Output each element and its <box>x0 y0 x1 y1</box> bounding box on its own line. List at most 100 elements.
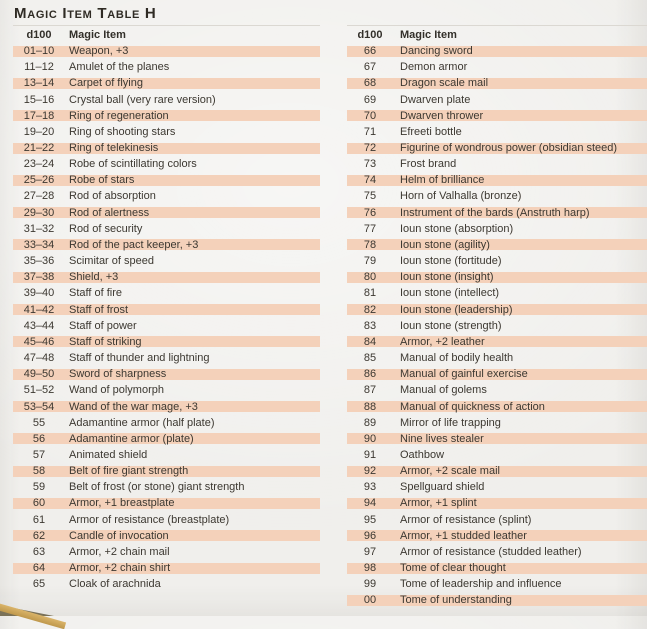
dice-range: 01–10 <box>23 45 55 58</box>
table-row: 97 Armor of resistance (studded leather) <box>347 544 647 560</box>
dice-range: 19–20 <box>23 125 55 138</box>
table-row: 49–50 Sword of sharpness <box>13 366 320 382</box>
table-row: 72 Figurine of wondrous power (obsidian s… <box>347 140 647 156</box>
item-name: Adamantine armor (plate) <box>69 432 194 445</box>
item-name: Animated shield <box>69 448 148 461</box>
table-row: 60 Armor, +1 breastplate <box>13 495 320 511</box>
item-name: Belt of fire giant strength <box>69 465 189 478</box>
table-row: 88 Manual of quickness of action <box>347 398 647 414</box>
table-row: 41–42 Staff of frost <box>13 302 320 318</box>
table-row: 86 Manual of gainful exercise <box>347 366 647 382</box>
dice-range: 31–32 <box>23 222 55 235</box>
dice-range: 27–28 <box>23 190 55 203</box>
item-name: Ioun stone (absorption) <box>400 222 514 235</box>
item-name: Rod of alertness <box>69 206 150 219</box>
roll-column-header: d100 <box>357 28 383 41</box>
dice-range: 37–38 <box>23 271 55 284</box>
dice-range: 70 <box>363 109 377 122</box>
item-name: Rod of the pact keeper, +3 <box>69 238 199 251</box>
dice-range: 23–24 <box>23 158 55 171</box>
dice-range: 11–12 <box>24 61 54 74</box>
table-row: 67 Demon armor <box>347 59 647 75</box>
header-rule <box>13 25 320 26</box>
item-column-header: Magic Item <box>69 28 126 41</box>
item-column-header: Magic Item <box>400 28 457 41</box>
item-name: Belt of frost (or stone) giant strength <box>69 481 245 494</box>
item-name: Sword of sharpness <box>69 368 167 381</box>
table-row: 62 Candle of invocation <box>13 528 320 544</box>
item-name: Staff of power <box>69 319 137 332</box>
item-name: Figurine of wondrous power (obsidian ste… <box>400 142 618 155</box>
item-name: Armor, +1 breastplate <box>69 497 175 510</box>
item-name: Staff of thunder and lightning <box>69 352 210 365</box>
table-row: 78 Ioun stone (agility) <box>347 237 647 253</box>
item-name: Armor of resistance (splint) <box>400 513 532 526</box>
item-name: Rod of absorption <box>69 190 156 203</box>
magic-item-table-right: d100 Magic Item 66 Dancing sword 67 Demon a… <box>347 25 647 608</box>
dice-range: 53–54 <box>23 400 55 413</box>
header-rule <box>347 25 647 26</box>
dice-range: 78 <box>363 238 377 251</box>
item-name: Staff of striking <box>69 335 142 348</box>
table-row: 15–16 Crystal ball (very rare version) <box>13 91 320 107</box>
dice-range: 75 <box>363 190 377 203</box>
dice-range: 35–36 <box>23 255 55 268</box>
table-body: 01–10 Weapon, +3 11–12 Amulet of the planes… <box>13 43 320 592</box>
item-name: Cloak of arachnida <box>69 578 161 591</box>
table-row: 96 Armor, +1 studded leather <box>347 528 647 544</box>
table-row: 61 Armor of resistance (breastplate) <box>13 512 320 528</box>
table-row: 53–54 Wand of the war mage, +3 <box>13 398 320 414</box>
dice-range: 98 <box>363 562 377 575</box>
item-name: Ring of regeneration <box>69 109 169 122</box>
item-name: Armor, +2 chain mail <box>69 545 170 558</box>
dice-range: 66 <box>363 45 377 58</box>
table-row: 99 Tome of leadership and influence <box>347 576 647 592</box>
item-name: Ioun stone (leadership) <box>400 303 513 316</box>
table-row: 45–46 Staff of striking <box>13 334 320 350</box>
dice-range: 73 <box>363 158 377 171</box>
table-row: 87 Manual of golems <box>347 382 647 398</box>
item-name: Tome of leadership and influence <box>400 578 562 591</box>
dice-range: 21–22 <box>23 142 55 155</box>
table-row: 85 Manual of bodily health <box>347 350 647 366</box>
item-name: Ioun stone (insight) <box>400 271 494 284</box>
dice-range: 93 <box>363 481 377 494</box>
dice-range: 86 <box>363 368 377 381</box>
table-row: 77 Ioun stone (absorption) <box>347 221 647 237</box>
table-row: 93 Spellguard shield <box>347 479 647 495</box>
item-name: Armor, +2 scale mail <box>400 465 500 478</box>
dice-range: 13–14 <box>23 77 55 90</box>
item-name: Armor of resistance (breastplate) <box>69 513 230 526</box>
item-name: Ioun stone (intellect) <box>400 287 500 300</box>
table-row: 63 Armor, +2 chain mail <box>13 544 320 560</box>
item-name: Mirror of life trapping <box>400 416 501 429</box>
item-name: Robe of stars <box>69 174 135 187</box>
dice-range: 49–50 <box>23 368 55 381</box>
table-row: 89 Mirror of life trapping <box>347 415 647 431</box>
dice-range: 71 <box>363 125 377 138</box>
dice-range: 00 <box>363 594 377 607</box>
dice-range: 90 <box>363 432 377 445</box>
item-name: Tome of understanding <box>400 594 512 607</box>
dice-range: 43–44 <box>23 319 55 332</box>
item-name: Wand of the war mage, +3 <box>69 400 198 413</box>
dice-range: 74 <box>363 174 377 187</box>
table-row: 79 Ioun stone (fortitude) <box>347 253 647 269</box>
dice-range: 67 <box>363 61 377 74</box>
dice-range: 95 <box>363 513 377 526</box>
table-header: d100 Magic Item <box>347 26 647 43</box>
dice-range: 25–26 <box>23 174 55 187</box>
table-row: 84 Armor, +2 leather <box>347 334 647 350</box>
item-name: Manual of gainful exercise <box>400 368 528 381</box>
dice-range: 62 <box>32 529 46 542</box>
table-row: 81 Ioun stone (intellect) <box>347 285 647 301</box>
dice-range: 65 <box>32 578 46 591</box>
dice-range: 69 <box>363 93 377 106</box>
item-name: Dancing sword <box>400 45 473 58</box>
dice-range: 57 <box>32 448 46 461</box>
item-name: Tome of clear thought <box>400 562 506 575</box>
dice-range: 60 <box>32 497 46 510</box>
table-row: 57 Animated shield <box>13 447 320 463</box>
table-row: 39–40 Staff of fire <box>13 285 320 301</box>
item-name: Ioun stone (fortitude) <box>400 255 502 268</box>
